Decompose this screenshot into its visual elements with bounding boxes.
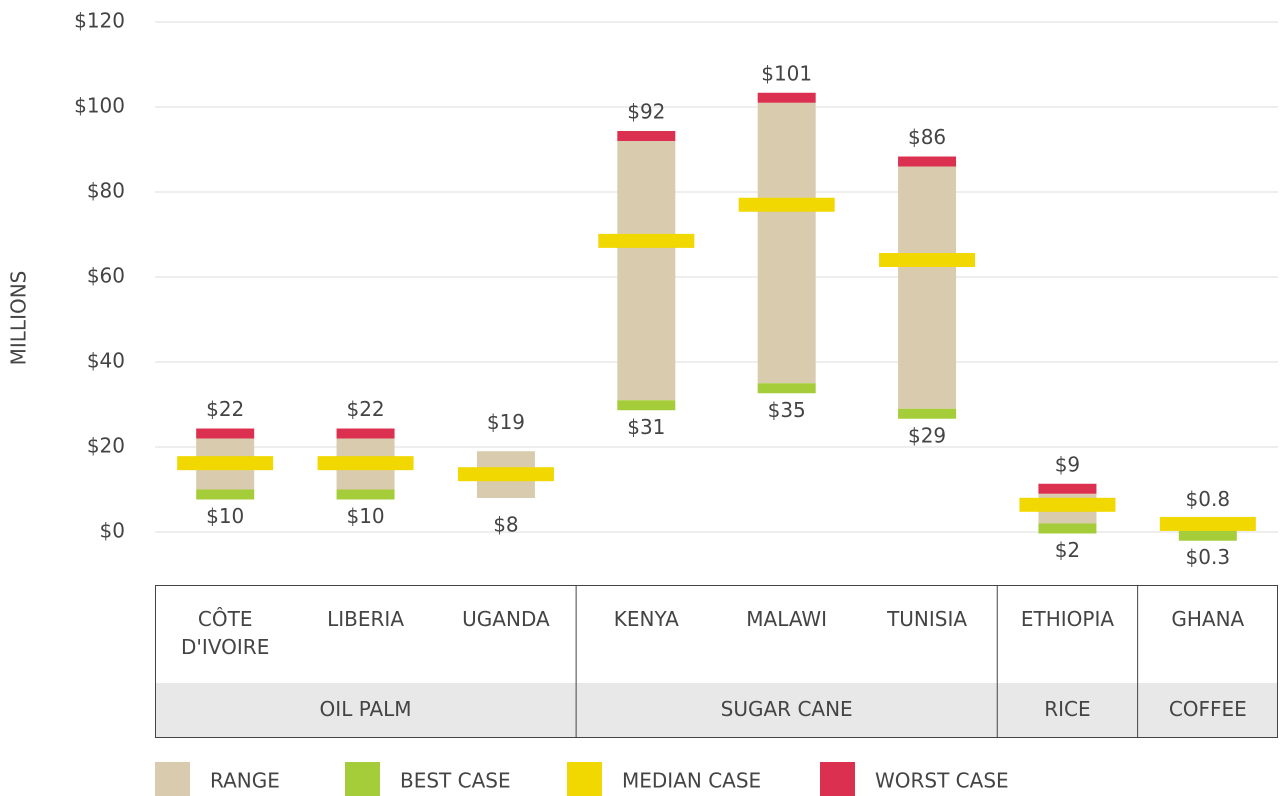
y-tick-label: $80 [87,179,125,203]
y-tick-label: $0 [100,519,125,543]
high-label: $0.8 [1186,487,1231,511]
median-case-bar [177,456,274,471]
legend-label: WORST CASE [875,769,1009,793]
median-case-bar [317,456,414,471]
range-bar [898,166,957,409]
category-label: MALAWI [746,607,828,631]
category-label: UGANDA [462,607,550,631]
worst-case-bar [617,131,676,141]
low-label: $8 [493,513,518,537]
legend-swatch [345,762,380,796]
high-label: $19 [487,410,525,434]
low-label: $35 [768,398,806,422]
best-case-bar [617,400,676,411]
y-tick-label: $120 [74,9,125,33]
legend-swatch [820,762,855,796]
category-label: GHANA [1171,607,1245,631]
y-tick-label: $60 [87,264,125,288]
best-case-bar [1038,523,1097,534]
best-case-bar [898,408,957,419]
y-tick-label: $40 [87,349,125,373]
best-case-bar [757,383,816,394]
low-label: $31 [627,415,665,439]
best-case-bar [1178,530,1237,541]
best-case-bar [336,489,395,500]
legend-label: BEST CASE [400,769,511,793]
median-case-bar [598,233,695,248]
median-case-bar [457,467,554,482]
worst-case-bar [757,92,816,103]
high-label: $86 [908,125,946,149]
legend-swatch [567,762,602,796]
low-label: $2 [1055,538,1080,562]
worst-case-bar [1038,483,1097,494]
high-label: $92 [627,100,665,124]
high-label: $101 [761,61,812,85]
low-label: $10 [346,504,384,528]
median-case-bar [1159,516,1256,531]
group-label: SUGAR CANE [721,697,853,721]
high-label: $22 [206,397,244,421]
category-label: CÔTE D'IVOIRE [181,607,270,659]
legend-swatch [155,762,190,796]
low-label: $0.3 [1186,545,1231,569]
range-bar [757,102,816,384]
y-tick-label: $100 [74,94,125,118]
group-row [155,683,1278,738]
category-label: ETHIOPIA [1020,607,1115,631]
category-label: KENYA [613,607,679,631]
group-label: RICE [1044,697,1090,721]
median-case-bar [738,197,835,212]
high-label: $22 [346,397,384,421]
high-label: $9 [1055,452,1080,476]
legend-label: RANGE [210,769,280,793]
group-label: OIL PALM [320,697,412,721]
worst-case-bar [336,428,395,439]
worst-case-bar [196,428,255,439]
table-border [155,585,1278,738]
category-label: LIBERIA [327,607,404,631]
median-case-bar [1019,497,1116,512]
worst-case-bar [898,156,957,167]
legend-label: MEDIAN CASE [622,769,761,793]
y-axis-label: MILLIONS [7,271,31,366]
low-label: $10 [206,504,244,528]
median-case-bar [879,253,976,267]
category-label: TUNISIA [887,607,968,631]
y-tick-label: $20 [87,434,125,458]
group-label: COFFEE [1169,697,1247,721]
low-label: $29 [908,423,946,447]
range-bar [617,141,676,401]
best-case-bar [196,489,255,500]
